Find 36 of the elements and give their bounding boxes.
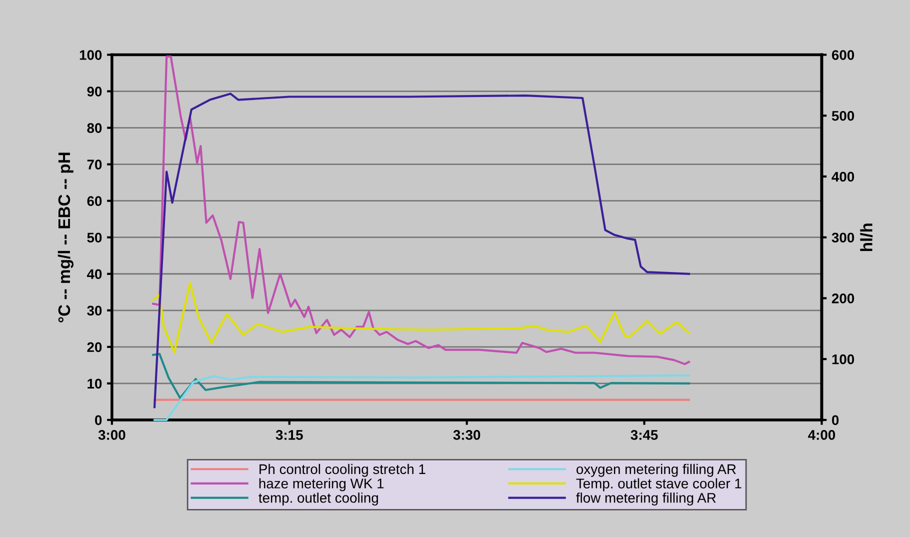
legend-label: haze metering WK 1 — [259, 478, 384, 492]
y-tick-label: 80 — [87, 123, 102, 133]
y2-tick-label: 0 — [832, 415, 839, 426]
y-tick-label: 60 — [87, 196, 102, 206]
line-series — [152, 352, 690, 400]
y2-tick-label: 400 — [832, 172, 854, 182]
legend-label: flow metering filling AR — [576, 492, 716, 506]
y-tick-label: 20 — [87, 342, 102, 352]
y-tick-label: 50 — [87, 232, 102, 243]
line-series — [153, 374, 690, 421]
legend-label: temp. outlet cooling — [258, 492, 378, 506]
y-tick-label: 0 — [95, 415, 102, 426]
line-series — [152, 282, 690, 354]
y2-tick-label: 500 — [832, 110, 854, 121]
y-tick-label: 40 — [86, 269, 102, 280]
legend-label: Ph control cooling stretch 1 — [260, 464, 426, 477]
y2-tick-label: 100 — [832, 354, 854, 364]
y-tick-label: 100 — [80, 50, 102, 60]
y-tick-label: 30 — [87, 306, 102, 316]
line-series — [153, 92, 690, 408]
legend-label: Temp. outlet stave cooler 1 — [576, 478, 742, 492]
y2-tick-label: 600 — [832, 50, 854, 60]
x-tick-label: 3:15 — [276, 430, 303, 440]
legend-label: oxygen metering filling AR — [576, 464, 736, 477]
y-tick-label: 90 — [87, 86, 102, 96]
y-axis-title: °C -- mg/l -- EBC -- pH — [58, 152, 74, 322]
y2-tick-label: 300 — [832, 232, 854, 243]
x-tick-label: 4:00 — [808, 430, 836, 440]
x-tick-label: 3:30 — [453, 430, 480, 440]
y2-tick-label: 200 — [832, 294, 854, 304]
x-tick-label: 3:00 — [98, 430, 126, 440]
x-tick-label: 3:45 — [630, 430, 658, 440]
line-series — [152, 56, 690, 366]
y2-axis-title: hl/h — [860, 224, 873, 251]
y-tick-label: 70 — [87, 160, 102, 170]
y-tick-label: 10 — [88, 378, 102, 389]
